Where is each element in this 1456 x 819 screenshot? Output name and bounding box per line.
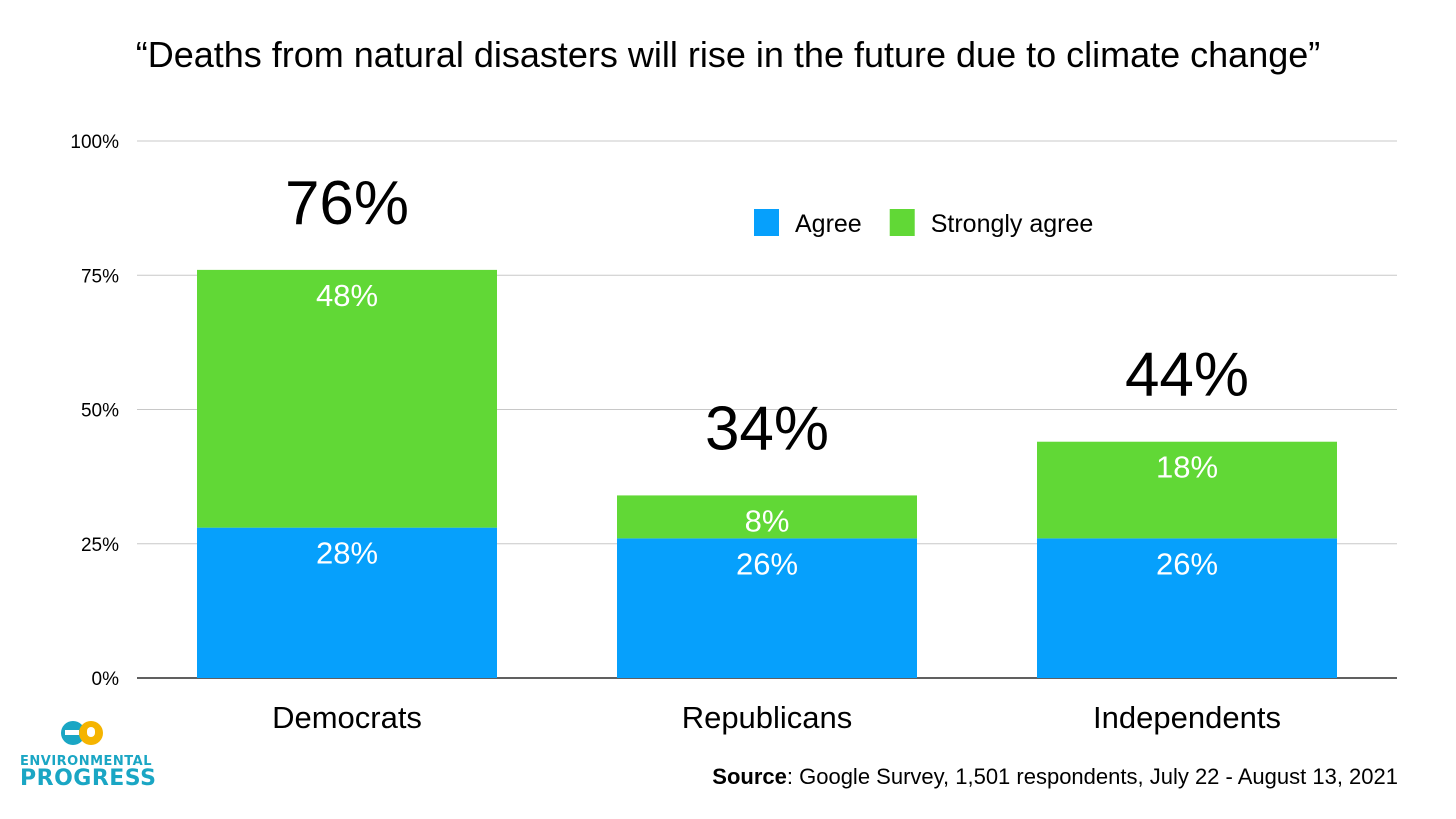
legend-label: Agree xyxy=(795,210,862,238)
bar-agree xyxy=(617,538,917,678)
segment-value-label: 48% xyxy=(316,278,378,313)
legend: Agree Strongly agree xyxy=(754,209,1093,238)
bar-strongly-agree xyxy=(197,269,497,528)
segment-value-label: 18% xyxy=(1156,450,1218,485)
source-prefix: Source xyxy=(712,764,787,789)
segment-value-label: 26% xyxy=(1156,546,1218,581)
bars xyxy=(197,269,1337,678)
segment-value-label: 28% xyxy=(316,536,378,571)
y-tick-label: 25% xyxy=(81,535,119,556)
source-text: : Google Survey, 1,501 respondents, July… xyxy=(786,764,1398,789)
environmental-progress-logo: ENVIRONMENTAL PROGRESS xyxy=(20,718,157,791)
y-tick-label: 100% xyxy=(70,132,119,153)
total-value-label: 44% xyxy=(1125,341,1249,410)
bar-agree xyxy=(1037,538,1337,678)
bar-strongly-agree xyxy=(617,495,917,539)
segment-value-label: 26% xyxy=(736,546,798,581)
ep-logo-icon xyxy=(60,721,103,745)
legend-swatch xyxy=(889,209,915,236)
category-label: Republicans xyxy=(682,700,853,735)
legend-swatch xyxy=(754,209,779,236)
logo-text-environmental: ENVIRONMENTAL xyxy=(20,754,152,769)
bar-agree xyxy=(197,527,497,678)
total-value-label: 34% xyxy=(705,394,829,463)
legend-label: Strongly agree xyxy=(931,210,1094,238)
y-tick-label: 75% xyxy=(81,266,119,287)
source-note: Source: Google Survey, 1,501 respondents… xyxy=(712,764,1398,790)
labels: 0% 25% 50% 75% 100% 28% 48% 76% Democrats 26% 8% 34… xyxy=(70,132,1281,735)
chart-title: “Deaths from natural disasters will rise… xyxy=(135,34,1321,75)
y-tick-label: 50% xyxy=(81,401,119,422)
category-label: Independents xyxy=(1093,700,1281,735)
logo-text-progress: PROGRESS xyxy=(20,766,157,791)
total-value-label: 76% xyxy=(285,169,409,238)
segment-value-label: 8% xyxy=(745,503,790,538)
category-label: Democrats xyxy=(272,700,422,735)
bar-strongly-agree xyxy=(1037,441,1337,539)
y-tick-label: 0% xyxy=(92,669,120,690)
